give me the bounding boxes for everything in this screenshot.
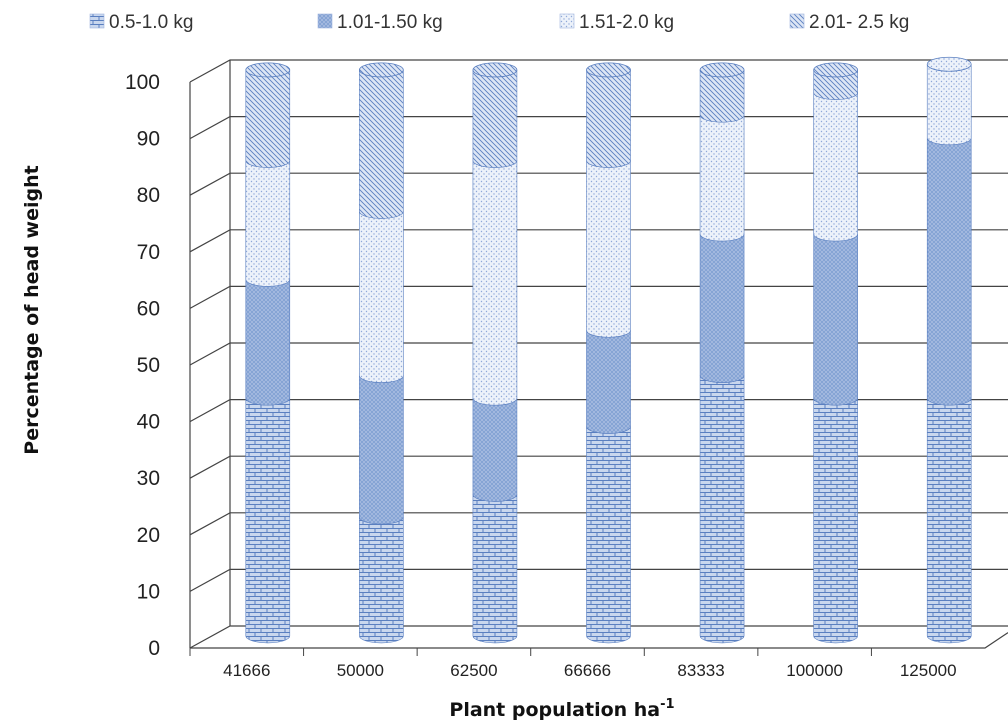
- legend-item: 1.01-1.50 kg: [317, 12, 443, 33]
- bar-stack: [586, 62, 631, 644]
- x-tick-label: 100000: [786, 661, 843, 680]
- bar-segment-brick: [359, 516, 404, 644]
- bar-segment-diagonal: [586, 69, 631, 168]
- y-tick-label: 0: [148, 637, 160, 660]
- bar-segment-brick: [699, 375, 745, 644]
- x-axis-title-main: Plant population ha: [449, 699, 660, 721]
- bar-segment-diagonal: [359, 69, 404, 219]
- legend-item: 2.01- 2.5 kg: [789, 12, 909, 33]
- legend-item: 1.51-2.0 kg: [559, 12, 674, 33]
- bar-segment-diagonal: [699, 69, 745, 123]
- bar-top-cap: [699, 62, 745, 78]
- bar-top-cap: [813, 62, 859, 78]
- x-axis-title: Plant population ha-1: [449, 697, 674, 721]
- bar-top-cap: [586, 62, 631, 78]
- bar-segment-brick: [813, 398, 858, 644]
- bar-segment-crosshatch: [813, 233, 858, 406]
- bar-segment-dots: [699, 115, 745, 242]
- y-tick-label: 10: [137, 580, 160, 603]
- legend-swatch: [89, 13, 105, 29]
- bar-segment-crosshatch: [245, 279, 291, 406]
- bar-segment-crosshatch: [699, 233, 745, 383]
- gridlines: [189, 59, 1008, 649]
- bar-top-cap: [358, 62, 404, 78]
- bar-top-cap: [472, 62, 518, 78]
- x-tick-label: 50000: [337, 661, 384, 680]
- y-tick-label: 50: [137, 354, 160, 377]
- y-tick-label: 60: [137, 297, 160, 320]
- bar-segment-brick: [586, 426, 631, 644]
- bar-stack: [472, 62, 518, 644]
- x-tick-label: 125000: [900, 661, 957, 680]
- legend-item: 0.5-1.0 kg: [89, 12, 194, 33]
- legend-swatch: [559, 13, 575, 29]
- bar-segment-dots: [245, 160, 291, 287]
- bar-segment-brick: [472, 494, 518, 644]
- bar-segment-diagonal: [472, 69, 518, 168]
- x-tick-label: 41666: [223, 661, 270, 680]
- bar-segment-dots: [472, 160, 518, 406]
- bar-segment-brick: [245, 398, 291, 644]
- legend-label: 0.5-1.0 kg: [109, 12, 194, 33]
- bar-stack: [926, 56, 972, 644]
- y-tick-label: 20: [137, 524, 160, 547]
- bar-segment-crosshatch: [359, 375, 404, 525]
- bar-segment-dots: [359, 211, 404, 383]
- bar-top-cap: [926, 56, 972, 72]
- bar-stack: [358, 62, 404, 644]
- y-tick-label: 70: [137, 241, 160, 264]
- bar-segment-dots: [586, 160, 631, 338]
- bar-top-cap: [245, 62, 291, 78]
- x-tick-label: 66666: [564, 661, 611, 680]
- x-axis-title-superscript: -1: [660, 697, 674, 712]
- y-axis: 0 10 20 30 40 50 60 70 80 90 100: [125, 71, 160, 660]
- bar-segment-crosshatch: [472, 398, 518, 502]
- bar-stack: [699, 62, 745, 644]
- y-tick-label: 30: [137, 467, 160, 490]
- legend-swatch: [789, 13, 805, 29]
- legend-label: 1.01-1.50 kg: [337, 12, 443, 33]
- floor-edge: [190, 632, 1008, 649]
- y-tick-label: 100: [125, 71, 160, 94]
- legend-label: 2.01- 2.5 kg: [809, 12, 909, 33]
- bar-segment-crosshatch: [926, 137, 972, 406]
- bar-segment-crosshatch: [586, 330, 631, 434]
- bar-segment-dots: [926, 64, 972, 146]
- x-tick-label: 83333: [677, 661, 724, 680]
- legend-label: 1.51-2.0 kg: [579, 12, 674, 33]
- y-tick-label: 40: [137, 411, 160, 434]
- x-tick-label: 62500: [450, 661, 497, 680]
- legend: 0.5-1.0 kg 1.01-1.50 kg 1.51-2.0 kg 2.01- 2…: [89, 12, 909, 33]
- legend-swatch: [317, 13, 333, 29]
- bar-stack: [813, 62, 859, 644]
- bar-segment-dots: [813, 92, 858, 242]
- bar-stack: [245, 62, 291, 644]
- y-axis-title: Percentage of head weight: [21, 165, 43, 454]
- bar-segment-diagonal: [245, 69, 291, 168]
- x-axis: 41666 50000 62500 66666 83333 100000 125000: [189, 648, 957, 680]
- y-tick-label: 80: [137, 184, 160, 207]
- bars: [245, 56, 972, 644]
- bar-segment-brick: [926, 398, 972, 644]
- y-tick-label: 90: [137, 128, 160, 151]
